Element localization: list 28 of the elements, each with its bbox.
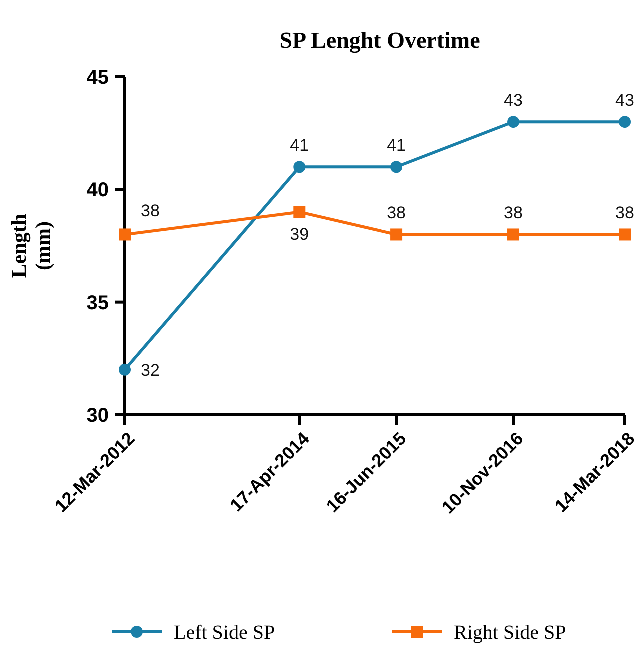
point <box>619 228 631 241</box>
data-label: 38 <box>504 204 523 223</box>
data-label: 41 <box>387 136 406 156</box>
y-tick-label: 30 <box>86 405 109 427</box>
data-label: 41 <box>290 136 310 156</box>
point <box>508 116 520 128</box>
data-label: 43 <box>616 91 634 110</box>
data-label: 39 <box>290 225 310 244</box>
data-label: 43 <box>504 91 523 110</box>
point <box>119 228 131 241</box>
y-tick-label: 45 <box>86 67 109 89</box>
data-label: 38 <box>387 204 406 223</box>
chart-title: SP Lenght Overtime <box>280 28 480 54</box>
data-label: 32 <box>141 360 160 380</box>
point <box>390 228 403 241</box>
point <box>390 161 403 174</box>
data-label: 38 <box>141 202 160 221</box>
y-tick-label: 40 <box>86 180 109 202</box>
y-tick-label: 35 <box>86 292 109 314</box>
legend-label: Right Side SP <box>454 622 566 644</box>
point <box>119 364 131 376</box>
point <box>619 116 631 128</box>
y-axis-title: Length (mm) <box>7 214 55 278</box>
point <box>294 206 306 218</box>
legend-label: Left Side SP <box>174 622 276 644</box>
point <box>508 228 520 241</box>
point <box>294 161 306 174</box>
data-label: 38 <box>616 204 634 223</box>
